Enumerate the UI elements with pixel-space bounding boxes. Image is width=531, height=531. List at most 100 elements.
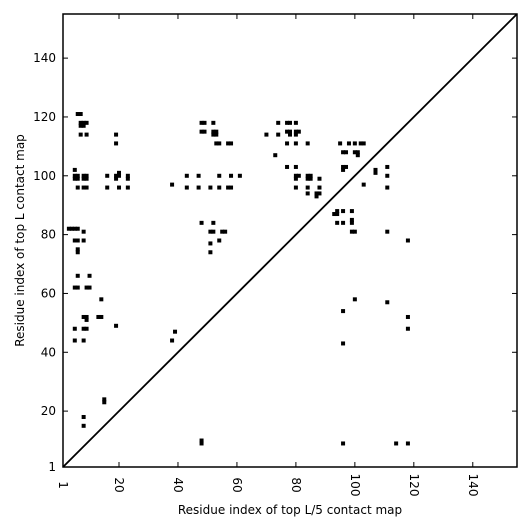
- contact-point: [114, 176, 119, 181]
- contact-point: [305, 185, 310, 190]
- contact-point: [229, 141, 234, 146]
- contact-point: [405, 326, 410, 331]
- contact-point: [211, 129, 216, 134]
- contact-point: [314, 191, 319, 196]
- contact-point: [394, 441, 399, 446]
- contact-point: [229, 185, 234, 190]
- contact-point: [373, 170, 378, 175]
- contact-point: [208, 185, 213, 190]
- contact-point: [75, 112, 80, 117]
- contact-point: [361, 182, 366, 187]
- contact-point: [405, 441, 410, 446]
- contact-point: [305, 173, 310, 178]
- x-tick-label: 80: [289, 477, 303, 492]
- contact-point: [296, 129, 301, 134]
- contact-point: [355, 153, 360, 158]
- contact-point: [361, 141, 366, 146]
- contact-point: [405, 314, 410, 319]
- x-axis-label: Residue index of top L/5 contact map: [178, 503, 402, 517]
- contact-point: [84, 326, 89, 331]
- contact-point: [170, 338, 175, 343]
- contact-point: [202, 129, 207, 134]
- contact-point: [84, 173, 89, 178]
- contact-point: [223, 229, 228, 234]
- contact-point: [293, 176, 298, 181]
- contact-point: [341, 341, 346, 346]
- contact-point: [226, 141, 231, 146]
- contact-point: [308, 173, 313, 178]
- contact-point: [211, 120, 216, 125]
- contact-point: [81, 120, 86, 125]
- contact-point: [317, 176, 322, 181]
- contact-point: [349, 220, 354, 225]
- contact-point: [385, 300, 390, 305]
- contact-point: [335, 220, 340, 225]
- contact-point: [84, 317, 89, 322]
- contact-point: [332, 212, 337, 217]
- contact-point: [105, 173, 110, 178]
- contact-point: [125, 185, 130, 190]
- contact-point: [117, 173, 122, 178]
- y-tick-label: 1: [48, 460, 56, 474]
- contact-point: [293, 164, 298, 169]
- contact-point: [285, 164, 290, 169]
- contact-point: [220, 229, 225, 234]
- diagonal-line: [62, 13, 518, 468]
- contact-point: [125, 173, 130, 178]
- contact-point: [196, 185, 201, 190]
- contact-point: [341, 150, 346, 155]
- contact-point: [285, 120, 290, 125]
- contact-point: [69, 226, 74, 231]
- contact-point: [276, 132, 281, 137]
- contact-point: [114, 141, 119, 146]
- contact-point: [202, 120, 207, 125]
- contact-point: [78, 132, 83, 137]
- contact-point: [352, 229, 357, 234]
- contact-point: [341, 220, 346, 225]
- contact-point: [317, 191, 322, 196]
- contact-point: [352, 150, 357, 155]
- contact-point: [305, 176, 310, 181]
- contact-point: [199, 129, 204, 134]
- y-tick-label: 80: [41, 228, 56, 242]
- contact-point: [208, 241, 213, 246]
- contact-point: [288, 129, 292, 134]
- contact-point: [217, 238, 222, 243]
- contact-point: [75, 250, 80, 255]
- contact-point: [84, 120, 89, 125]
- contact-point: [349, 209, 354, 214]
- contact-point: [199, 120, 204, 125]
- contact-point: [173, 329, 178, 334]
- contact-point: [214, 132, 219, 137]
- contact-point: [114, 323, 119, 328]
- contact-point: [117, 185, 122, 190]
- contact-point: [75, 173, 80, 178]
- contact-point: [78, 120, 83, 125]
- contact-point: [72, 167, 77, 172]
- contact-point: [217, 185, 222, 190]
- y-tick-label: 140: [33, 51, 56, 65]
- contact-point: [87, 273, 92, 278]
- contact-point: [314, 194, 319, 199]
- contact-point: [385, 173, 390, 178]
- contact-point: [199, 220, 204, 225]
- contact-point: [338, 141, 343, 146]
- y-tick-label: 120: [33, 110, 56, 124]
- contact-point: [96, 314, 101, 319]
- contact-point: [308, 176, 313, 181]
- x-axis-ticks: 1 20 40 60 80 100 120 140: [56, 14, 480, 496]
- contact-point: [72, 173, 77, 178]
- contact-point: [341, 167, 346, 172]
- contact-point: [81, 173, 86, 178]
- contact-point: [208, 229, 213, 234]
- x-tick-label: 140: [466, 474, 480, 497]
- contact-point: [358, 141, 363, 146]
- contact-point: [78, 123, 83, 128]
- contact-point: [385, 229, 390, 234]
- y-tick-label: 20: [41, 404, 56, 418]
- contact-point: [346, 141, 351, 146]
- contact-point: [344, 150, 349, 155]
- contact-point: [72, 326, 77, 331]
